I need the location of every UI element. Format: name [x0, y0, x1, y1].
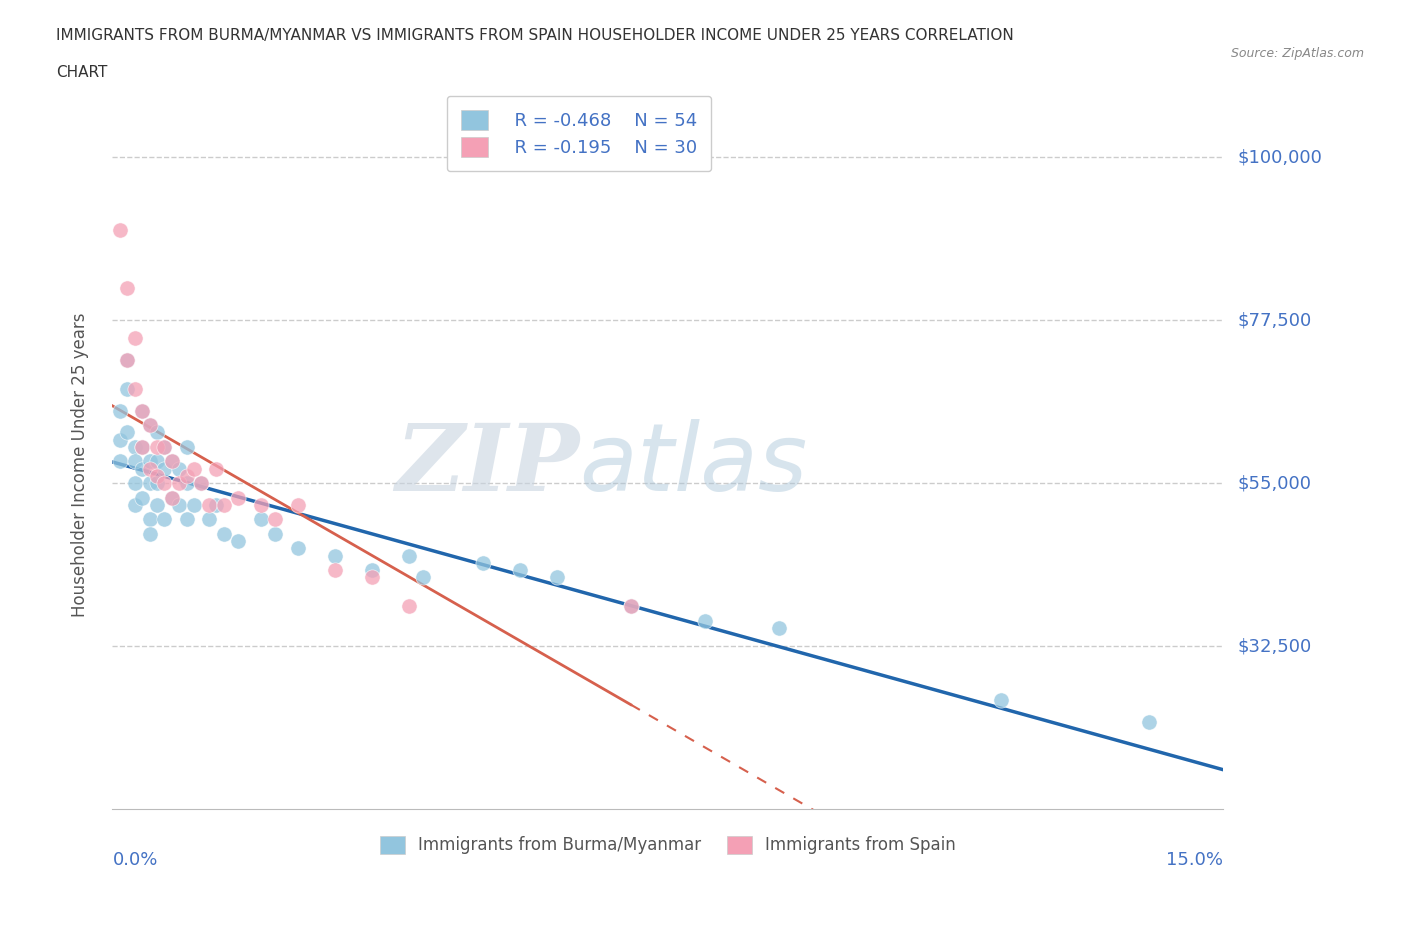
Point — [190, 475, 212, 490]
Point — [108, 404, 131, 418]
Point — [138, 418, 160, 432]
Point — [117, 352, 139, 367]
Point — [546, 570, 568, 585]
Point — [153, 512, 176, 526]
Point — [471, 555, 494, 570]
Point — [124, 440, 146, 455]
Point — [108, 222, 131, 237]
Text: atlas: atlas — [579, 419, 807, 511]
Point — [138, 475, 160, 490]
Point — [197, 512, 219, 526]
Point — [117, 352, 139, 367]
Text: $100,000: $100,000 — [1237, 148, 1322, 166]
Point — [398, 548, 420, 563]
Point — [190, 475, 212, 490]
Point — [124, 331, 146, 346]
Point — [176, 440, 198, 455]
Point — [398, 599, 420, 614]
Point — [323, 548, 346, 563]
Point — [176, 512, 198, 526]
Point — [124, 498, 146, 512]
Point — [153, 440, 176, 455]
Point — [138, 454, 160, 469]
Point — [249, 498, 271, 512]
Point — [153, 461, 176, 476]
Point — [108, 454, 131, 469]
Point — [138, 418, 160, 432]
Point — [138, 526, 160, 541]
Point — [228, 490, 250, 505]
Point — [131, 440, 153, 455]
Point — [176, 469, 198, 484]
Point — [131, 440, 153, 455]
Point — [146, 425, 169, 440]
Point — [117, 280, 139, 295]
Y-axis label: Householder Income Under 25 years: Householder Income Under 25 years — [70, 312, 89, 618]
Point — [287, 498, 309, 512]
Point — [1137, 715, 1160, 730]
Text: $55,000: $55,000 — [1237, 474, 1312, 492]
Point — [124, 454, 146, 469]
Point — [176, 475, 198, 490]
Point — [287, 541, 309, 556]
Point — [160, 454, 183, 469]
Point — [212, 526, 235, 541]
Point — [131, 404, 153, 418]
Point — [131, 461, 153, 476]
Legend: Immigrants from Burma/Myanmar, Immigrants from Spain: Immigrants from Burma/Myanmar, Immigrant… — [371, 828, 965, 863]
Text: ZIP: ZIP — [395, 420, 579, 510]
Point — [124, 381, 146, 396]
Point — [205, 461, 228, 476]
Point — [153, 475, 176, 490]
Point — [768, 620, 790, 635]
Point — [153, 440, 176, 455]
Point — [138, 461, 160, 476]
Point — [323, 563, 346, 578]
Point — [990, 693, 1012, 708]
Text: Source: ZipAtlas.com: Source: ZipAtlas.com — [1230, 46, 1364, 60]
Point — [183, 461, 205, 476]
Point — [167, 475, 190, 490]
Point — [146, 454, 169, 469]
Point — [693, 613, 716, 628]
Point — [360, 570, 382, 585]
Point — [117, 425, 139, 440]
Point — [183, 498, 205, 512]
Point — [509, 563, 531, 578]
Point — [138, 512, 160, 526]
Point — [131, 490, 153, 505]
Point — [228, 534, 250, 549]
Text: CHART: CHART — [56, 65, 108, 80]
Point — [124, 475, 146, 490]
Point — [249, 512, 271, 526]
Point — [264, 512, 287, 526]
Text: $32,500: $32,500 — [1237, 637, 1312, 655]
Point — [212, 498, 235, 512]
Text: $77,500: $77,500 — [1237, 312, 1312, 329]
Point — [167, 461, 190, 476]
Point — [108, 432, 131, 447]
Point — [160, 454, 183, 469]
Point — [146, 475, 169, 490]
Point — [160, 490, 183, 505]
Point — [620, 599, 643, 614]
Point — [205, 498, 228, 512]
Point — [146, 469, 169, 484]
Point — [264, 526, 287, 541]
Point — [360, 563, 382, 578]
Point — [131, 404, 153, 418]
Point — [412, 570, 434, 585]
Point — [117, 381, 139, 396]
Point — [197, 498, 219, 512]
Point — [160, 490, 183, 505]
Text: 15.0%: 15.0% — [1166, 851, 1223, 869]
Text: IMMIGRANTS FROM BURMA/MYANMAR VS IMMIGRANTS FROM SPAIN HOUSEHOLDER INCOME UNDER : IMMIGRANTS FROM BURMA/MYANMAR VS IMMIGRA… — [56, 28, 1014, 43]
Text: 0.0%: 0.0% — [112, 851, 157, 869]
Point — [167, 498, 190, 512]
Point — [146, 498, 169, 512]
Point — [620, 599, 643, 614]
Point — [146, 440, 169, 455]
